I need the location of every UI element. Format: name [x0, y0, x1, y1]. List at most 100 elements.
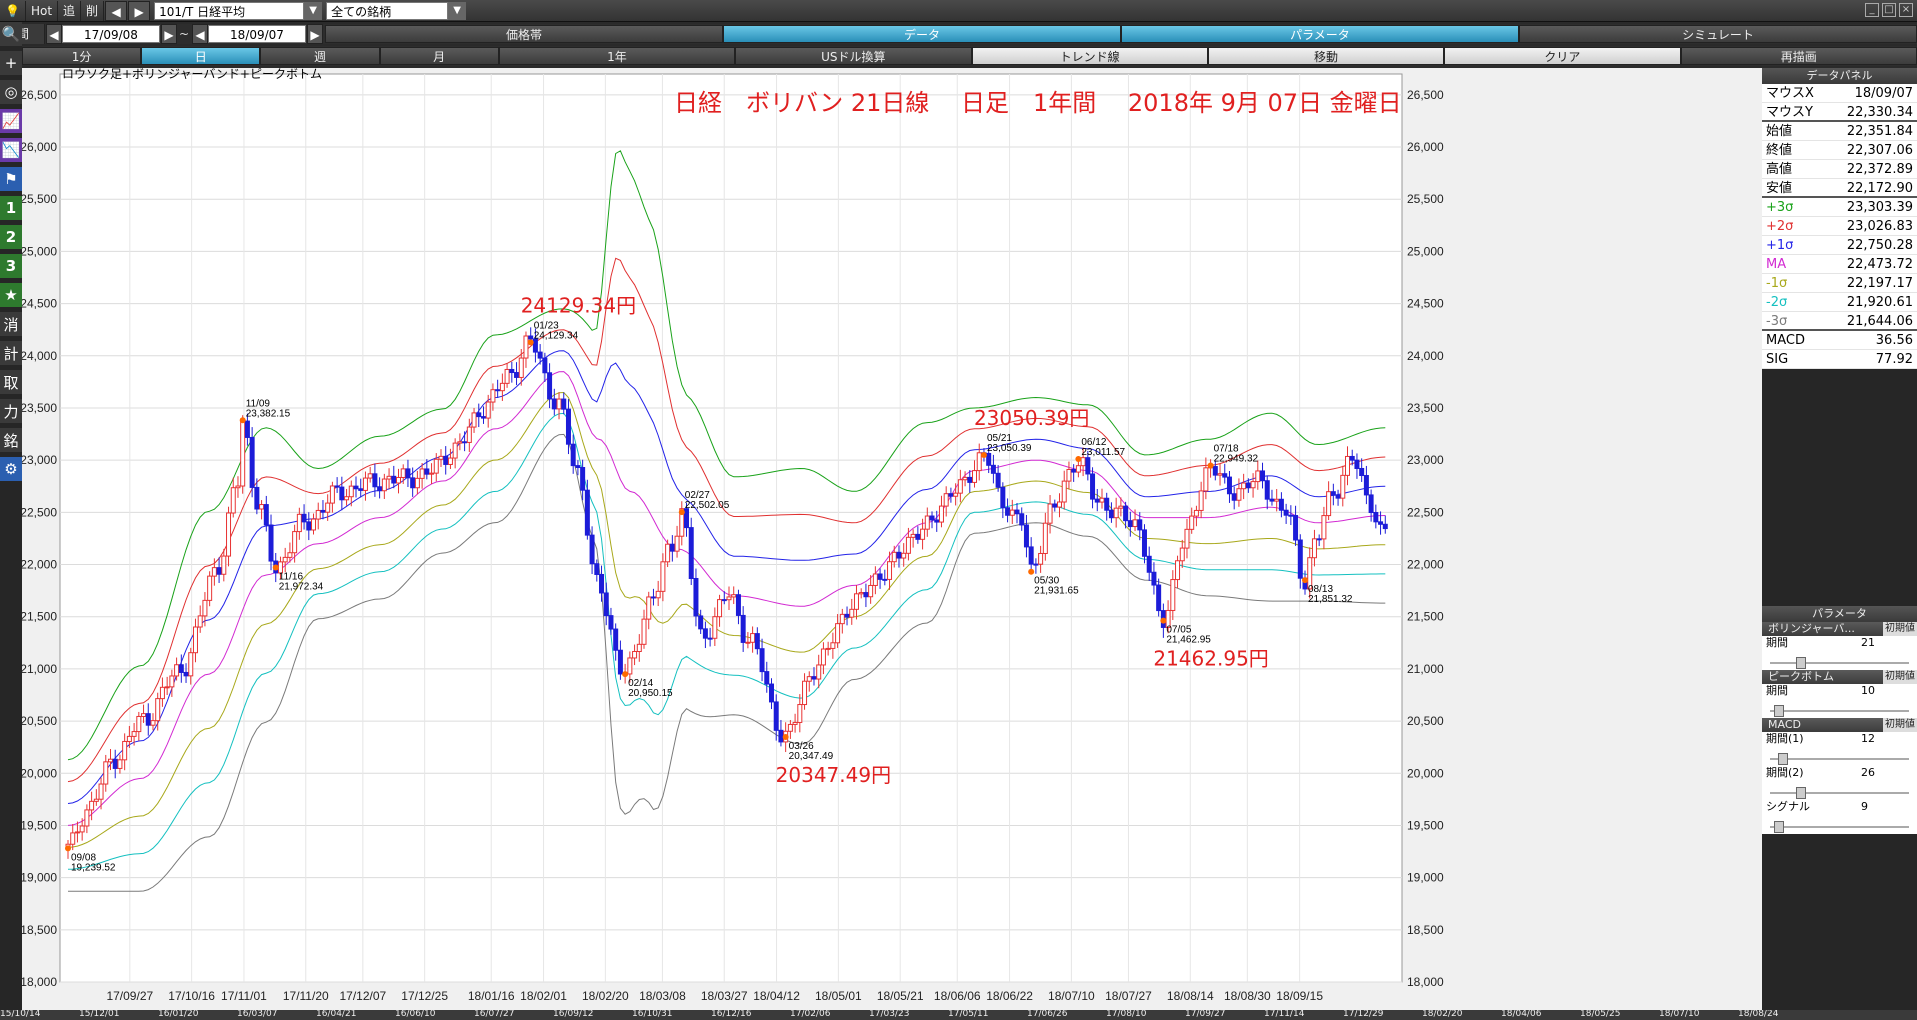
- settings-icon[interactable]: ⚙: [0, 457, 22, 481]
- peak-marker: [1028, 568, 1035, 575]
- param-value[interactable]: 10: [1861, 684, 1875, 697]
- lightbulb-icon[interactable]: 💡: [0, 0, 26, 21]
- tab-data[interactable]: データ: [723, 25, 1121, 43]
- date-scroll-strip[interactable]: 15/10/14 15/12/01 16/01/20 16/03/07 16/04/21…: [0, 1010, 1917, 1020]
- candle-body: [1005, 507, 1011, 516]
- input-button[interactable]: 力: [0, 399, 22, 423]
- to-next-icon[interactable]: ▶: [307, 24, 323, 44]
- candlestick-chart[interactable]: 18,000 18,000 18,500 18,500 19,000 19,000 19,5…: [22, 68, 1762, 1010]
- tab-trendline[interactable]: トレンド線: [971, 47, 1208, 65]
- tab-monthly[interactable]: 月: [379, 47, 499, 65]
- slider-knob[interactable]: [1773, 705, 1784, 717]
- slider-knob[interactable]: [1777, 753, 1788, 765]
- candle-body: [353, 485, 359, 490]
- maximize-icon[interactable]: □: [1882, 3, 1896, 17]
- tab-weekly[interactable]: 週: [260, 47, 380, 65]
- tab-daily[interactable]: 日: [141, 47, 261, 65]
- candle-body: [802, 680, 808, 706]
- param-value[interactable]: 9: [1861, 800, 1868, 813]
- line-chart-icon[interactable]: 📈: [0, 109, 22, 133]
- candle-body: [584, 489, 590, 536]
- candle-body: [896, 551, 902, 559]
- candle-body: [216, 567, 222, 575]
- tab-simulate[interactable]: シミュレート: [1519, 25, 1917, 43]
- y-tick-label-right: 19,000: [1407, 871, 1444, 885]
- param-value[interactable]: 26: [1861, 766, 1875, 779]
- symbol-list-dropdown-icon[interactable]: ▼: [448, 1, 467, 20]
- preset-2-button[interactable]: 2: [0, 225, 22, 249]
- candle-body: [145, 713, 151, 726]
- param-row: 期間(1) 12: [1762, 732, 1917, 752]
- candle-body: [641, 618, 647, 645]
- fetch-button[interactable]: 取: [0, 370, 22, 394]
- add-button[interactable]: 追: [58, 0, 82, 21]
- candle-body: [1090, 473, 1096, 500]
- strip-date: 17/06/26: [1027, 1010, 1068, 1019]
- peak-marker: [272, 564, 279, 571]
- candle-body: [1311, 538, 1317, 559]
- delete-button[interactable]: 削: [81, 0, 105, 21]
- candle-body: [112, 758, 118, 769]
- tab-move[interactable]: 移動: [1207, 47, 1445, 65]
- candle-body: [825, 647, 831, 650]
- zoom-icon[interactable]: +: [0, 51, 22, 75]
- candle-body: [1288, 514, 1294, 517]
- candle-body: [915, 533, 921, 540]
- next-arrow-icon[interactable]: ▶: [128, 0, 151, 21]
- tab-1year[interactable]: 1年: [498, 47, 736, 65]
- date-from-field[interactable]: 17/09/08: [62, 25, 160, 43]
- candle-body: [296, 513, 302, 533]
- minimize-icon[interactable]: _: [1865, 3, 1879, 17]
- param-slider[interactable]: [1762, 704, 1917, 718]
- peak-date-label: 09/08: [71, 852, 96, 863]
- peak-marker: [1302, 577, 1309, 584]
- param-value[interactable]: 12: [1861, 732, 1875, 745]
- tab-parameters[interactable]: パラメータ: [1121, 25, 1519, 43]
- search-icon[interactable]: 🔍: [0, 22, 22, 46]
- param-slider[interactable]: [1762, 752, 1917, 766]
- from-prev-icon[interactable]: ◀: [46, 24, 62, 44]
- symbol-list-select[interactable]: 全ての銘柄: [326, 1, 449, 20]
- hot-button[interactable]: Hot: [26, 0, 59, 21]
- from-next-icon[interactable]: ▶: [161, 24, 177, 44]
- slider-knob[interactable]: [1795, 657, 1806, 669]
- peak-date-label: 05/21: [987, 433, 1012, 444]
- candle-body: [754, 633, 760, 650]
- reset-default-button[interactable]: 初期値: [1883, 670, 1917, 684]
- prev-arrow-icon[interactable]: ◀: [105, 0, 128, 21]
- x-tick-label: 18/02/20: [582, 989, 629, 1003]
- tab-clear[interactable]: クリア: [1444, 47, 1681, 65]
- reset-default-button[interactable]: 初期値: [1883, 622, 1917, 636]
- candle-body: [768, 683, 774, 703]
- flag-icon[interactable]: ⚑: [0, 167, 22, 191]
- candle-body: [103, 761, 109, 785]
- candle-body: [735, 594, 741, 616]
- symbol-dropdown-icon[interactable]: ▼: [304, 1, 323, 20]
- strip-date: 16/12/16: [711, 1010, 752, 1019]
- to-prev-icon[interactable]: ◀: [192, 24, 208, 44]
- param-value[interactable]: 21: [1861, 636, 1875, 649]
- slider-knob[interactable]: [1773, 821, 1784, 833]
- symbol-field[interactable]: 101/T 日経平均: [154, 1, 305, 20]
- tab-1min[interactable]: 1分: [22, 47, 142, 65]
- favorite-icon[interactable]: ★: [0, 283, 22, 307]
- param-slider[interactable]: [1762, 786, 1917, 800]
- close-icon[interactable]: ×: [1899, 3, 1913, 17]
- date-to-field[interactable]: 18/09/07: [208, 25, 306, 43]
- reset-default-button[interactable]: 初期値: [1883, 718, 1917, 732]
- y-tick-label-right: 24,000: [1407, 349, 1444, 363]
- param-slider[interactable]: [1762, 820, 1917, 834]
- strip-date: 17/11/14: [1264, 1010, 1305, 1019]
- camera-icon[interactable]: ◎: [0, 80, 22, 104]
- preset-3-button[interactable]: 3: [0, 254, 22, 278]
- erase-button[interactable]: 消: [0, 312, 22, 336]
- preset-1-button[interactable]: 1: [0, 196, 22, 220]
- symbol-button[interactable]: 銘: [0, 428, 22, 452]
- tab-price-band[interactable]: 価格帯: [325, 25, 723, 43]
- calc-button[interactable]: 計: [0, 341, 22, 365]
- tab-usd-conversion[interactable]: USドル換算: [735, 47, 972, 65]
- tab-redraw[interactable]: 再描画: [1680, 47, 1917, 65]
- indicator-icon[interactable]: 📉: [0, 138, 22, 162]
- slider-knob[interactable]: [1795, 787, 1806, 799]
- param-slider[interactable]: [1762, 656, 1917, 670]
